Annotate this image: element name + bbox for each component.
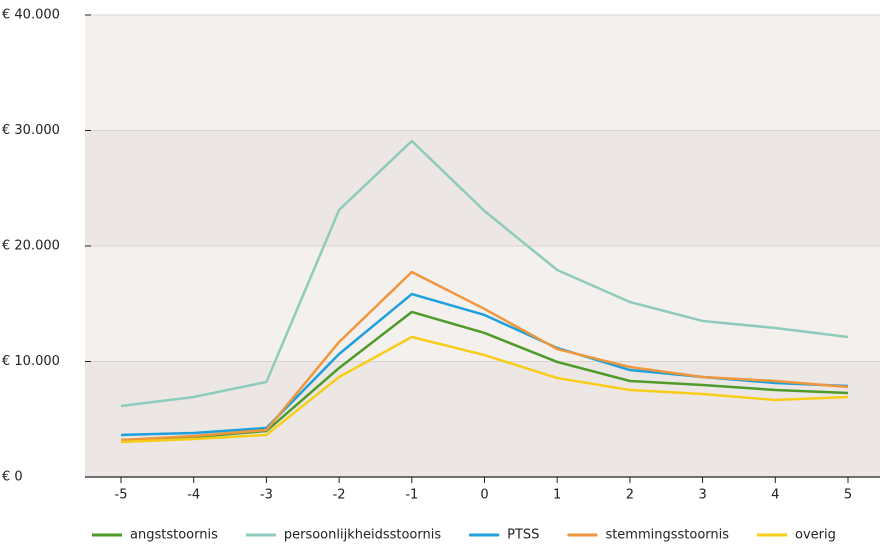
x-tick-label: -2: [333, 488, 346, 503]
x-tick-label: 2: [626, 488, 634, 503]
line: [120, 139, 849, 408]
y-tick-label: € 10.000: [2, 354, 60, 369]
x-tick-label: 4: [771, 488, 779, 503]
x-tick-label: 3: [698, 488, 706, 503]
x-tick-label: 5: [844, 488, 852, 503]
y-tick-label: € 0: [2, 470, 23, 485]
legend-label: stemmingsstoornis: [605, 528, 729, 543]
band: [85, 361, 880, 477]
legend-label: persoonlijkheidsstoornis: [284, 528, 441, 543]
line: [120, 270, 849, 442]
x-tick-label: -3: [260, 488, 273, 503]
line: [120, 335, 849, 444]
band: [85, 15, 880, 131]
band: [85, 130, 880, 246]
legend-label: PTSS: [507, 528, 539, 543]
y-tick-label: € 30.000: [2, 123, 60, 138]
x-tick-label: 1: [553, 488, 561, 503]
legend-label: angststoornis: [130, 528, 218, 543]
x-tick-label: -4: [187, 488, 200, 503]
legend-label: overig: [795, 528, 836, 543]
y-tick-label: € 20.000: [2, 239, 60, 254]
x-tick-label: 0: [480, 488, 488, 503]
band: [85, 246, 880, 362]
y-tick-label: € 40.000: [2, 8, 60, 23]
x-tick-label: -5: [115, 488, 128, 503]
x-tick-label: -1: [405, 488, 418, 503]
